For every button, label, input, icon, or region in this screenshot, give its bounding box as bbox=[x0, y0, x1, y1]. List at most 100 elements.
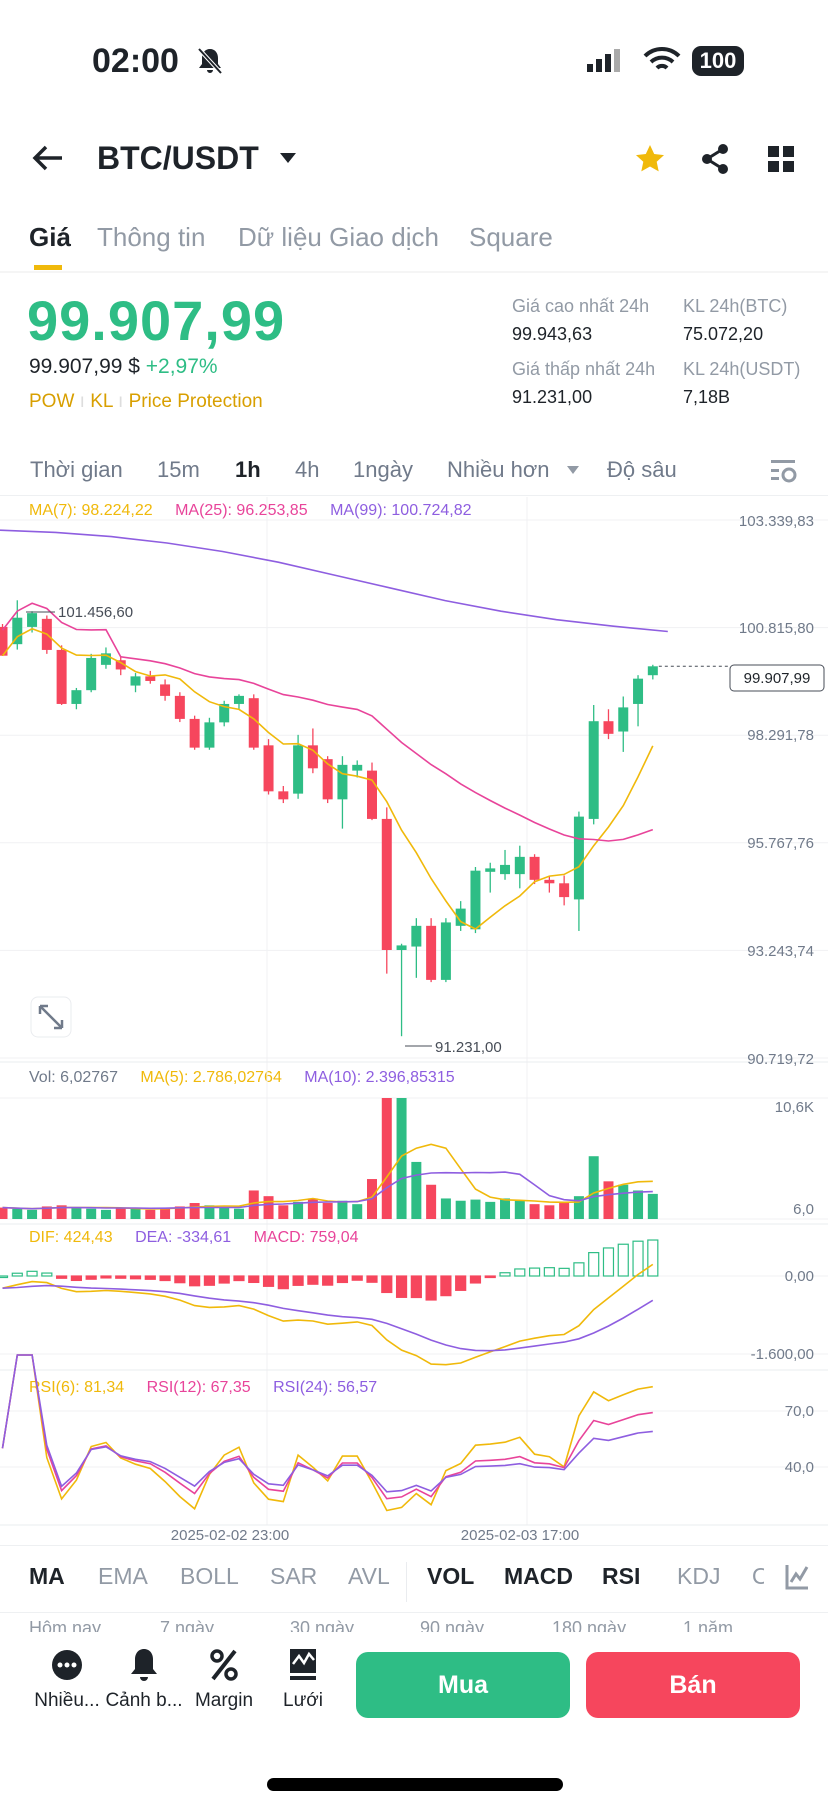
rsi12-line bbox=[1, 1354, 653, 1500]
stat-value: 91.231,00 bbox=[512, 387, 593, 407]
stat-label: Giá thấp nhất 24h bbox=[512, 359, 656, 379]
volume-bar bbox=[322, 1203, 333, 1219]
back-arrow-icon[interactable] bbox=[32, 144, 64, 172]
macd-histogram-bar bbox=[70, 1275, 83, 1282]
volume-bar bbox=[130, 1208, 141, 1219]
alert-label: Cảnh b... bbox=[105, 1690, 183, 1711]
macd-histogram-bar bbox=[85, 1275, 97, 1280]
share-icon[interactable] bbox=[700, 143, 730, 175]
tag-kl[interactable]: KL bbox=[90, 391, 113, 412]
candlestick-chart[interactable]: 103.339,83 100.815,80 98.291,78 95.767,7… bbox=[0, 0, 828, 1560]
candle-up bbox=[647, 666, 658, 676]
indicator-settings-icon[interactable] bbox=[785, 1564, 809, 1590]
margin-button[interactable]: Margin bbox=[181, 1648, 267, 1712]
macd-tick: -1.600,00 bbox=[751, 1346, 814, 1363]
legend-rsi24: RSI(24): 56,57 bbox=[273, 1379, 378, 1396]
candle-down bbox=[0, 626, 8, 656]
candle-up bbox=[455, 908, 466, 926]
timeframe-15m[interactable]: 15m bbox=[157, 457, 200, 482]
indicator-ma[interactable]: MA bbox=[29, 1563, 65, 1589]
sell-button[interactable]: Bán bbox=[586, 1652, 800, 1718]
volume-ma10-line bbox=[2, 1171, 653, 1210]
favorite-star-icon[interactable] bbox=[634, 143, 666, 175]
tab-info[interactable]: Thông tin bbox=[97, 222, 206, 252]
percent-icon bbox=[210, 1649, 238, 1681]
indicator-obv[interactable]: O bbox=[752, 1563, 764, 1589]
macd-histogram-bar bbox=[129, 1275, 142, 1280]
grid-menu-icon[interactable] bbox=[768, 146, 794, 172]
last-price-tag: 99.907,99 bbox=[729, 664, 825, 692]
candle-up bbox=[293, 745, 304, 794]
macd-histogram-bar bbox=[233, 1275, 245, 1282]
status-time: 02:00 bbox=[92, 42, 179, 80]
more-button[interactable]: Nhiều... bbox=[24, 1648, 110, 1712]
pair-title[interactable]: BTC/USDT bbox=[97, 140, 259, 176]
indicator-rsi[interactable]: RSI bbox=[602, 1563, 641, 1589]
timeframe-4h[interactable]: 4h bbox=[295, 457, 320, 482]
indicator-kdj[interactable]: KDJ bbox=[677, 1563, 721, 1589]
period-today[interactable]: Hôm nay bbox=[29, 1618, 102, 1632]
more-dropdown-icon[interactable] bbox=[566, 465, 580, 475]
period-1y[interactable]: 1 năm bbox=[683, 1618, 734, 1632]
expand-chart-icon[interactable] bbox=[30, 996, 72, 1038]
indicator-vol[interactable]: VOL bbox=[427, 1563, 475, 1589]
alert-button[interactable]: Cảnh b... bbox=[101, 1648, 187, 1712]
more-dots-icon bbox=[52, 1650, 82, 1680]
period-90d[interactable]: 90 ngày bbox=[420, 1618, 485, 1632]
macd-histogram-bar bbox=[558, 1267, 570, 1277]
candle-up bbox=[485, 868, 496, 872]
macd-histogram-bar bbox=[514, 1268, 526, 1277]
volume-bar bbox=[352, 1204, 363, 1219]
macd-histogram-bar bbox=[336, 1275, 349, 1284]
volume-bar bbox=[337, 1200, 348, 1219]
macd-histogram-bar bbox=[100, 1275, 112, 1279]
tab-trading-data[interactable]: Dữ liệu Giao dịch bbox=[238, 222, 439, 252]
pair-dropdown-icon[interactable] bbox=[279, 152, 297, 164]
price-tick: 103.339,83 bbox=[739, 513, 814, 530]
tag-price-protection[interactable]: Price Protection bbox=[128, 391, 263, 412]
timeframe-more[interactable]: Nhiều hơn bbox=[447, 457, 550, 482]
macd-histogram-bar bbox=[115, 1275, 127, 1279]
period-30d[interactable]: 30 ngày bbox=[290, 1618, 355, 1632]
legend-rsi12: RSI(12): 67,35 bbox=[146, 1379, 251, 1396]
macd-histogram-bar bbox=[602, 1247, 615, 1277]
candle-up bbox=[337, 764, 348, 800]
price-tick: 100.815,80 bbox=[739, 620, 814, 637]
candle-down bbox=[426, 925, 437, 980]
volume-bar bbox=[440, 1198, 451, 1219]
candle-up bbox=[633, 678, 644, 704]
tag-pow[interactable]: POW bbox=[29, 391, 75, 412]
indicator-avl[interactable]: AVL bbox=[348, 1563, 390, 1589]
volume-bar bbox=[189, 1203, 200, 1219]
volume-bar bbox=[381, 1098, 392, 1219]
rsi24-line bbox=[1, 1354, 653, 1493]
margin-label: Margin bbox=[194, 1690, 254, 1711]
tab-square[interactable]: Square bbox=[469, 222, 553, 252]
indicator-sar[interactable]: SAR bbox=[270, 1563, 318, 1589]
legend-dif: DIF: 424,43 bbox=[29, 1229, 113, 1246]
volume-bar bbox=[86, 1208, 97, 1219]
grid-button[interactable]: Lưới bbox=[260, 1648, 346, 1712]
indicator-macd[interactable]: MACD bbox=[504, 1563, 573, 1589]
tab-price[interactable]: Giá bbox=[29, 222, 71, 252]
stat-value: 99.943,63 bbox=[512, 324, 593, 344]
macd-histogram-bar bbox=[469, 1275, 482, 1284]
high-label: 101.456,60 bbox=[58, 604, 133, 621]
timeframe-1day[interactable]: 1ngày bbox=[353, 457, 413, 482]
home-indicator[interactable] bbox=[267, 1778, 563, 1791]
buy-button[interactable]: Mua bbox=[356, 1652, 570, 1718]
timeframe-1h[interactable]: 1h bbox=[235, 457, 261, 482]
period-180d[interactable]: 180 ngày bbox=[552, 1618, 627, 1632]
macd-histogram-bar bbox=[144, 1275, 156, 1280]
timeframe-time[interactable]: Thời gian bbox=[30, 457, 123, 482]
divider bbox=[406, 1562, 407, 1602]
candle-up bbox=[130, 676, 141, 686]
candle-up bbox=[204, 722, 215, 748]
indicator-ema[interactable]: EMA bbox=[98, 1563, 148, 1589]
grid-label: Lưới bbox=[283, 1690, 323, 1711]
candle-up bbox=[618, 707, 629, 732]
depth-tab[interactable]: Độ sâu bbox=[607, 457, 677, 482]
indicator-boll[interactable]: BOLL bbox=[180, 1563, 239, 1589]
period-7d[interactable]: 7 ngày bbox=[160, 1618, 215, 1632]
chart-settings-icon[interactable] bbox=[771, 458, 797, 484]
